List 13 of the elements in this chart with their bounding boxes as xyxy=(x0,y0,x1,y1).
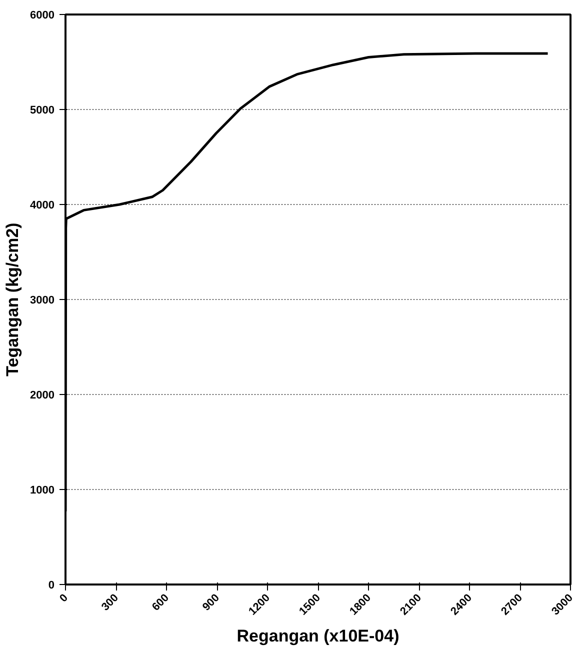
y-tick-label: 5000 xyxy=(30,104,55,116)
y-axis-title: Tegangan (kg/cm2) xyxy=(3,222,22,376)
x-tick-label: 300 xyxy=(99,592,121,614)
x-axis-title: Regangan (x10E-04) xyxy=(236,626,400,646)
y-tick-label: 2000 xyxy=(30,390,55,402)
y-tick-label: 1000 xyxy=(30,484,55,496)
y-tick-label: 0 xyxy=(48,580,55,592)
y-tick-label: 4000 xyxy=(30,200,55,212)
y-tick-label: 6000 xyxy=(30,10,55,22)
x-tick-label: 900 xyxy=(200,592,222,614)
y-tick-label: 3000 xyxy=(30,294,55,306)
x-tick-label: 600 xyxy=(150,592,172,614)
x-tick-label: 0 xyxy=(58,592,70,605)
